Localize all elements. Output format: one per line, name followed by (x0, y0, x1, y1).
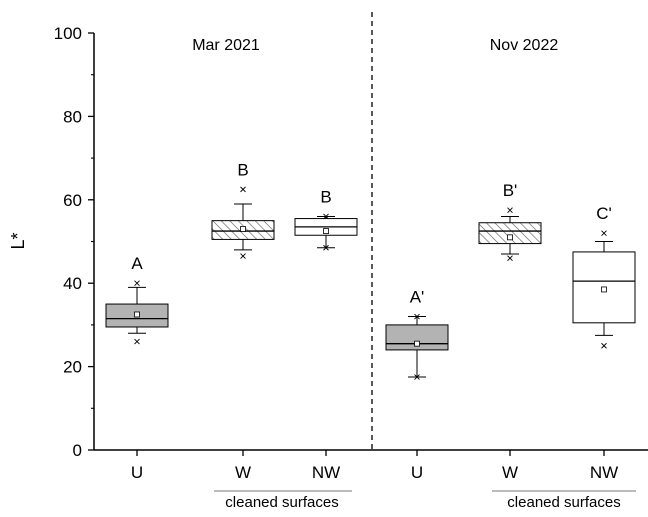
mean-marker (601, 286, 607, 293)
y-tick-label-20: 20 (63, 358, 82, 377)
y-tick-label-0: 0 (73, 441, 82, 460)
outlier-marker (134, 280, 140, 287)
mean-marker (134, 311, 140, 318)
bracket-label-2: cleaned surfaces (507, 494, 620, 511)
outlier-marker (601, 342, 607, 349)
panel-title-1: Mar 2021 (192, 37, 260, 54)
outlier-marker (240, 186, 246, 193)
x-tick-label: NW (312, 463, 340, 482)
x-tick-label: W (502, 463, 518, 482)
y-axis-title: L* (8, 232, 28, 249)
panel-title-2: Nov 2022 (490, 37, 559, 54)
iqr-box (478, 222, 542, 245)
outlier-stroke (601, 230, 607, 236)
y-tick-label-40: 40 (63, 274, 82, 293)
box-u-1: AU (105, 254, 169, 482)
outlier-marker (323, 213, 329, 220)
outlier-marker (507, 207, 513, 214)
group-letter: C' (596, 204, 612, 223)
outlier-stroke (507, 255, 513, 261)
mean-marker (240, 226, 246, 232)
box-w-2: B' W (478, 181, 542, 482)
outlier-stroke (134, 338, 140, 345)
group-letter: B' (503, 181, 518, 200)
outlier-stroke (240, 186, 246, 193)
outlier-stroke (134, 280, 140, 287)
x-tick-label: NW (590, 463, 618, 482)
y-tick-label-60: 60 (63, 191, 82, 210)
x-tick-label: U (131, 463, 143, 482)
group-letter: A' (410, 288, 425, 307)
box-u-2: A' U (385, 288, 449, 482)
x-tick-label: U (411, 463, 423, 482)
mean-marker (414, 340, 420, 347)
outlier-marker (323, 244, 329, 251)
x-tick-label: W (235, 463, 251, 482)
outlier-stroke (240, 253, 246, 259)
bracket-label-1: cleaned surfaces (225, 494, 338, 511)
outlier-stroke (323, 213, 329, 220)
box-w-1: BW (211, 160, 275, 482)
y-tick-label-100: 100 (54, 24, 82, 43)
group-letter: B (237, 160, 248, 179)
outlier-stroke (601, 342, 607, 349)
outlier-stroke (414, 313, 420, 320)
outlier-stroke (323, 244, 329, 251)
outlier-marker (240, 253, 246, 259)
outlier-marker (601, 230, 607, 236)
outlier-marker (507, 255, 513, 261)
outlier-stroke (507, 207, 513, 214)
outlier-marker (134, 338, 140, 345)
mean-marker (507, 234, 513, 241)
outlier-stroke (414, 374, 420, 380)
outlier-marker (414, 374, 420, 380)
box-nw-1: B NW (294, 187, 358, 482)
group-letter: A (131, 254, 143, 273)
outlier-marker (414, 313, 420, 320)
box-nw-2: C' NW (572, 204, 636, 482)
mean-marker (323, 228, 329, 234)
group-letter: B (320, 187, 331, 206)
y-tick-label-80: 80 (63, 107, 82, 126)
